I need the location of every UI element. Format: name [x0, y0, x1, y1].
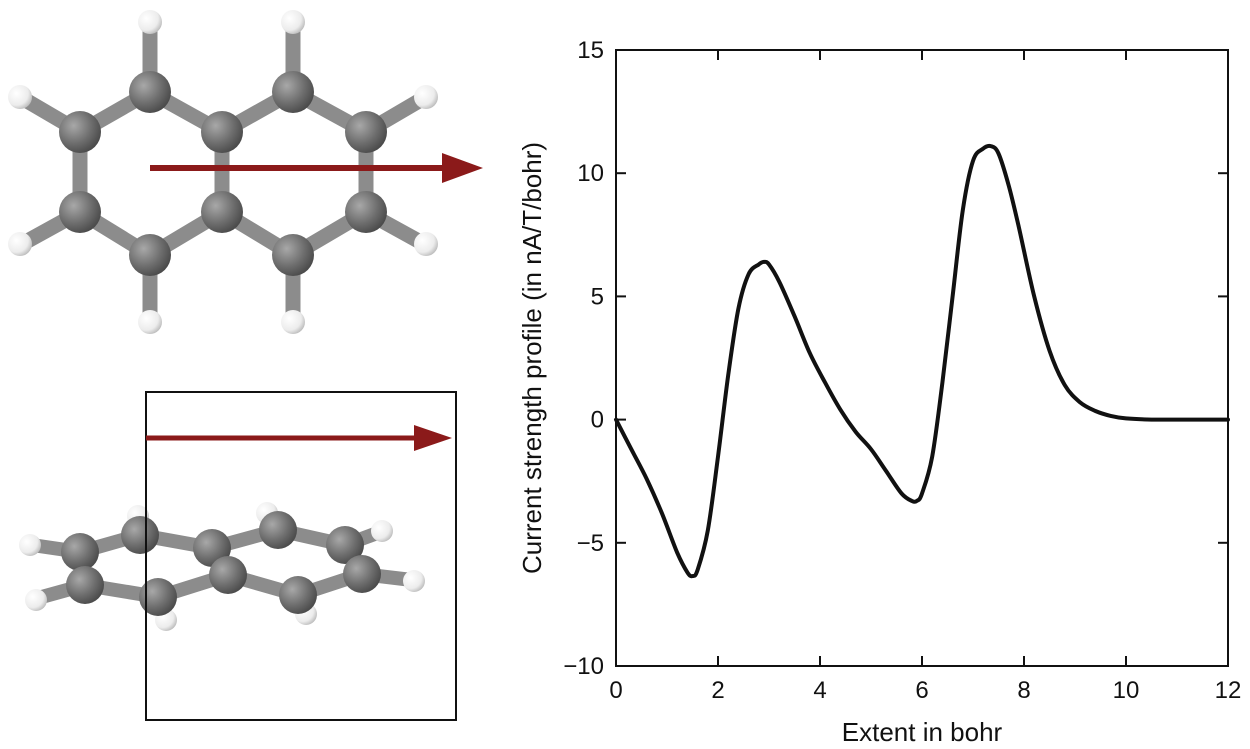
y-tick-label: 10	[577, 160, 604, 187]
y-tick-label: 15	[577, 37, 604, 64]
x-axis-label: Extent in bohr	[842, 717, 1003, 747]
molecule-side-carbons	[61, 511, 381, 616]
x-tick-label: 0	[609, 677, 622, 704]
top-arrow	[150, 153, 483, 183]
plot-frame	[615, 49, 1229, 667]
y-tick-label: −10	[563, 653, 604, 680]
y-tick-label: 5	[591, 283, 604, 310]
x-tick-label: 10	[1113, 677, 1140, 704]
y-axis-label: Current strength profile (in nA/T/bohr)	[517, 142, 547, 574]
chart: 0 2 4 6 8 10 12 −10 −5 0 5 10 15 Extent in bohr Cur…	[517, 37, 1241, 747]
molecule-top-carbons	[59, 71, 387, 276]
series-line	[614, 143, 1230, 579]
x-tick-label: 12	[1215, 677, 1242, 704]
integration-plane-box	[145, 391, 457, 721]
molecule-top-hydrogens	[8, 10, 438, 334]
y-tick-label: 0	[591, 407, 604, 434]
y-tick-label: −5	[577, 530, 604, 557]
side-arrow	[146, 425, 452, 451]
x-axis-ticks: 0 2 4 6 8 10 12	[609, 50, 1241, 704]
molecule-side-view	[19, 391, 457, 721]
molecule-top-view	[8, 10, 483, 334]
x-tick-label: 8	[1017, 677, 1030, 704]
x-tick-label: 2	[711, 677, 724, 704]
y-axis-ticks: −10 −5 0 5 10 15	[563, 37, 1228, 680]
molecule-top-bonds	[14, 17, 432, 328]
x-tick-label: 6	[915, 677, 928, 704]
x-tick-label: 4	[813, 677, 826, 704]
